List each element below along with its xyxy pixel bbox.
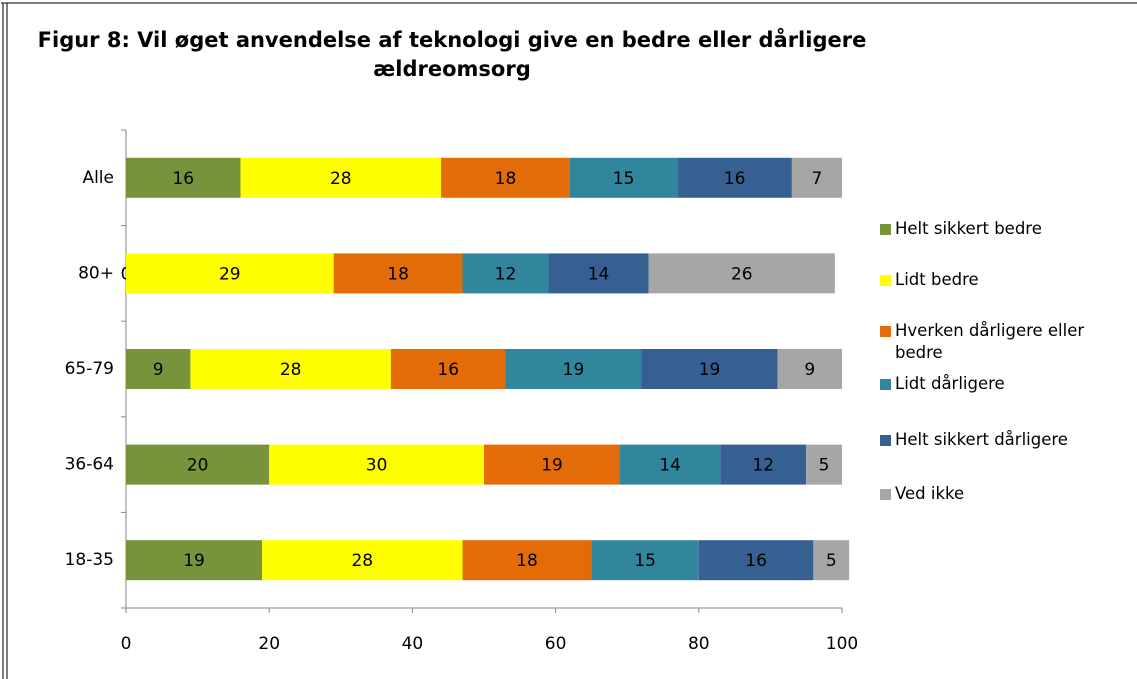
bar-segment: [591, 540, 699, 581]
x-tick-label: 0: [121, 634, 132, 654]
bar-segment: [648, 253, 835, 294]
y-tick-label: 18-35: [65, 550, 114, 570]
bar-segment: [126, 540, 263, 581]
legend-item: Lidt dårligere: [880, 373, 1120, 395]
data-label: 16: [437, 360, 459, 380]
legend-label: Helt sikkert dårligere: [895, 430, 1068, 449]
data-label: 15: [613, 169, 635, 189]
y-tick-label: Alle: [82, 168, 114, 188]
bar-segment: [484, 444, 621, 485]
data-label: 15: [634, 551, 656, 571]
x-tick-label: 60: [545, 634, 567, 654]
bar-segment: [569, 157, 678, 198]
chart-title: Figur 8: Vil øget anvendelse af teknolog…: [37, 28, 867, 81]
data-label: 14: [659, 456, 681, 476]
legend-label: Hverken dårligere eller bedre: [895, 321, 1085, 362]
bar-segment: [791, 157, 842, 198]
bar-segment: [677, 157, 792, 198]
y-tick-label: 36-64: [65, 455, 114, 475]
data-label: 7: [812, 169, 823, 189]
data-label: 28: [280, 360, 302, 380]
data-label: 5: [826, 551, 837, 571]
data-label: 16: [172, 169, 194, 189]
legend-swatch: [880, 435, 891, 446]
legend-swatch: [880, 224, 891, 235]
bar-segment: [126, 253, 334, 294]
data-label: 20: [187, 456, 209, 476]
legend-label: Helt sikkert bedre: [895, 219, 1042, 238]
legend-item: Helt sikkert bedre: [880, 218, 1120, 240]
legend-item: Ved ikke: [880, 483, 1120, 505]
data-label: 5: [819, 456, 830, 476]
legend-swatch: [880, 489, 891, 500]
bar-segment: [126, 444, 270, 485]
x-tick-label: 80: [688, 634, 710, 654]
data-label: 19: [699, 360, 721, 380]
legend-item: Helt sikkert dårligere: [880, 429, 1120, 451]
bar-segment: [620, 444, 721, 485]
bar-segment: [806, 444, 842, 485]
bar-segment: [441, 157, 570, 198]
legend-item: Hverken dårligere eller bedre: [880, 320, 1120, 364]
bar-segment: [641, 349, 778, 389]
bar-segment: [333, 253, 463, 294]
bar-segment: [777, 349, 842, 389]
legend-label: Lidt bedre: [895, 270, 979, 289]
bar-segment: [698, 540, 814, 581]
data-label: 30: [366, 456, 388, 476]
data-label: 18: [495, 169, 517, 189]
legend-item: Lidt bedre: [880, 269, 1120, 291]
bar-segment: [462, 540, 592, 581]
bar-segment: [462, 253, 549, 294]
bar-segment: [813, 540, 850, 581]
bar-segment: [269, 444, 484, 485]
x-tick-label: 100: [826, 634, 858, 654]
data-label: 14: [588, 264, 610, 284]
legend-label: Ved ikke: [895, 484, 965, 503]
bar-segment: [240, 157, 442, 198]
y-tick-label: 65-79: [65, 359, 114, 379]
x-tick-label: 20: [258, 634, 280, 654]
data-label: 9: [153, 360, 164, 380]
data-label: 28: [351, 551, 373, 571]
data-label: 28: [330, 169, 352, 189]
legend-swatch: [880, 379, 891, 390]
bar-segment: [548, 253, 649, 294]
bar-segment: [126, 157, 241, 198]
bar-segment: [720, 444, 807, 485]
data-label: 16: [724, 169, 746, 189]
data-label: 19: [563, 360, 585, 380]
data-label: 26: [731, 264, 753, 284]
bar-segment: [390, 349, 506, 389]
data-label: 18: [387, 264, 409, 284]
bar-segment: [126, 349, 191, 389]
data-label: 29: [219, 264, 241, 284]
data-label: 18: [516, 551, 538, 571]
x-tick-label: 40: [402, 634, 424, 654]
bar-segment: [190, 349, 391, 389]
y-tick-label: 80+: [78, 263, 114, 283]
legend-swatch: [880, 275, 891, 286]
data-label: 9: [804, 360, 815, 380]
legend-label: Lidt dårligere: [895, 374, 1005, 393]
data-label: 19: [541, 456, 563, 476]
data-label: 12: [495, 264, 517, 284]
data-label: 19: [183, 551, 205, 571]
data-label: 12: [752, 456, 774, 476]
bar-segment: [262, 540, 463, 581]
data-label: 16: [745, 551, 767, 571]
bar-segment: [505, 349, 642, 389]
legend-swatch: [880, 326, 891, 337]
